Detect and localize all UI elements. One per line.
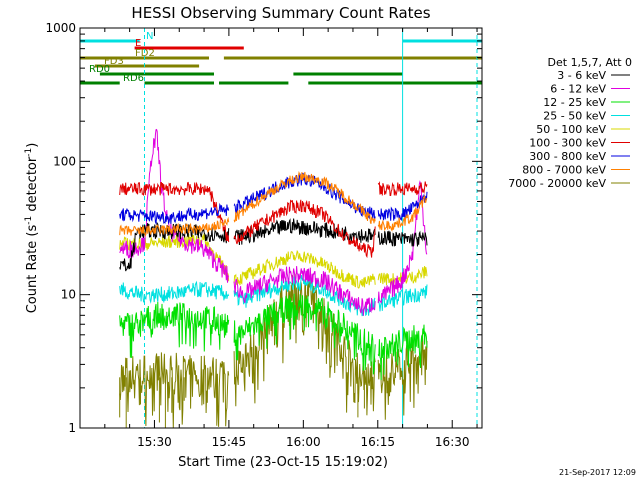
legend-label-7: 300 - 800 keV: [529, 150, 606, 163]
x-tick-label-2: 16:00: [286, 435, 321, 449]
flag-label-fd2: FD2: [135, 48, 155, 59]
legend-label-9: 7000 - 20000 keV: [508, 177, 606, 190]
series-line-8: [119, 170, 428, 238]
legend-title: Det 1,5,7, Att 0: [548, 56, 632, 69]
y-tick-label-1: 10: [61, 288, 76, 302]
series-layer: [119, 128, 428, 429]
flag-label-n: N: [146, 31, 153, 42]
y-axis-label-end: ): [25, 143, 40, 148]
legend-label-6: 100 - 300 keV: [529, 137, 606, 150]
x-tick-label-4: 16:30: [435, 435, 470, 449]
y-tick-label-0: 1: [68, 421, 76, 435]
plot-frame: [79, 27, 483, 429]
legend-label-2: 6 - 12 keV: [550, 83, 606, 96]
flag-label-rd6: RD6: [123, 73, 144, 84]
chart-title: HESSI Observing Summary Count Rates: [131, 4, 430, 22]
y-axis-label-sup1: -1: [24, 216, 34, 225]
legend-label-4: 25 - 50 keV: [543, 110, 606, 123]
series-line-3: [119, 293, 428, 381]
y-tick-label-2: 100: [53, 154, 76, 168]
y-tick-label-3: 1000: [45, 21, 76, 35]
legend-label-5: 50 - 100 keV: [536, 123, 606, 136]
legend-label-3: 12 - 25 keV: [543, 96, 606, 109]
x-axis-ticks: 15:30 15:45 16:00 16:15 16:30: [104, 28, 478, 449]
series-line-4: [119, 274, 428, 317]
y-axis-label: Count Rate (s-1 detector-1): [24, 143, 40, 314]
x-axis-label: Start Time (23-Oct-15 15:19:02): [178, 455, 388, 470]
flag-label-e: E: [135, 38, 141, 49]
series-line-6: [119, 180, 428, 259]
x-tick-label-1: 15:45: [212, 435, 247, 449]
legend-label-8: 800 - 7000 keV: [522, 164, 606, 177]
y-axis-label-sup2: -1: [24, 148, 34, 157]
x-tick-label-3: 16:15: [360, 435, 395, 449]
x-tick-label-0: 15:30: [137, 435, 172, 449]
y-axis-ticks: 1 10 100 1000: [45, 21, 482, 435]
footer-timestamp: 21-Sep-2017 12:09: [559, 468, 636, 477]
flag-label-rd0: RD0: [89, 64, 110, 75]
y-axis-label-main: Count Rate (s: [25, 225, 40, 314]
flag-label-fd3: FD3: [104, 56, 124, 67]
y-axis-label-mid: detector: [25, 156, 40, 216]
legend-label-1: 3 - 6 keV: [557, 69, 606, 82]
series-line-2: [119, 128, 428, 316]
